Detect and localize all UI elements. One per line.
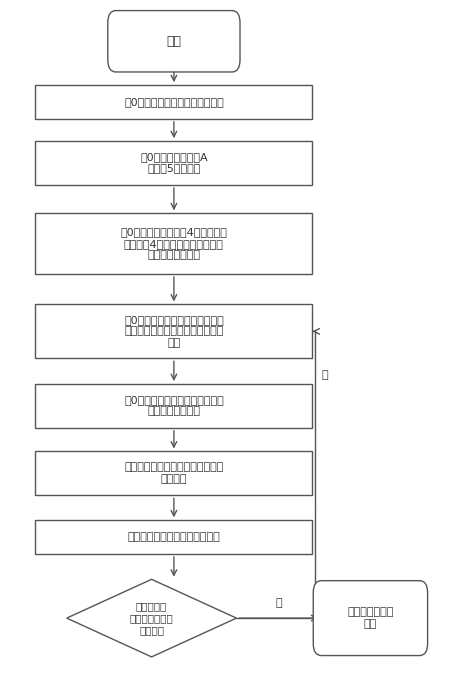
Text: 所有处理器根据公式对非主行元素
进行更新: 所有处理器根据公式对非主行元素 进行更新	[124, 462, 223, 484]
Polygon shape	[67, 579, 237, 657]
Bar	[35, 305, 313, 359]
Bar	[35, 141, 313, 184]
Text: 得到原矩阵的逆
矩阵: 得到原矩阵的逆 矩阵	[347, 607, 394, 629]
FancyBboxPatch shape	[313, 581, 428, 656]
Bar	[35, 213, 313, 274]
Text: 第0号处理器内的子矩阵包含主行
元素，通过公式将该主行元素进行
更新: 第0号处理器内的子矩阵包含主行 元素，通过公式将该主行元素进行 更新	[124, 315, 224, 348]
Text: 是否遍历完
原矩阵的所有对
角线元素: 是否遍历完 原矩阵的所有对 角线元素	[130, 602, 173, 635]
Text: 开始: 开始	[167, 35, 182, 48]
Bar	[35, 520, 313, 554]
Text: 第0号处理器将矩阵A
划分成5个子矩阵: 第0号处理器将矩阵A 划分成5个子矩阵	[140, 152, 208, 173]
Text: 第0号处理器对矩阵进行全选主元: 第0号处理器对矩阵进行全选主元	[124, 97, 224, 107]
Text: 第0号处理器将更新后的主行元素
发送给其他处理器: 第0号处理器将更新后的主行元素 发送给其他处理器	[124, 395, 224, 417]
Text: 否: 否	[321, 370, 328, 380]
Text: 选择主行的下一行作为新的主行: 选择主行的下一行作为新的主行	[127, 532, 220, 542]
Text: 是: 是	[276, 598, 282, 608]
Text: 第0号处理器将其中的4个子矩阵发
送给其余4个处理器，使每个处理
器接收一个子矩阵: 第0号处理器将其中的4个子矩阵发 送给其余4个处理器，使每个处理 器接收一个子矩…	[121, 227, 228, 260]
Bar	[35, 451, 313, 495]
Bar	[35, 85, 313, 119]
Bar	[35, 384, 313, 428]
FancyBboxPatch shape	[108, 10, 240, 72]
